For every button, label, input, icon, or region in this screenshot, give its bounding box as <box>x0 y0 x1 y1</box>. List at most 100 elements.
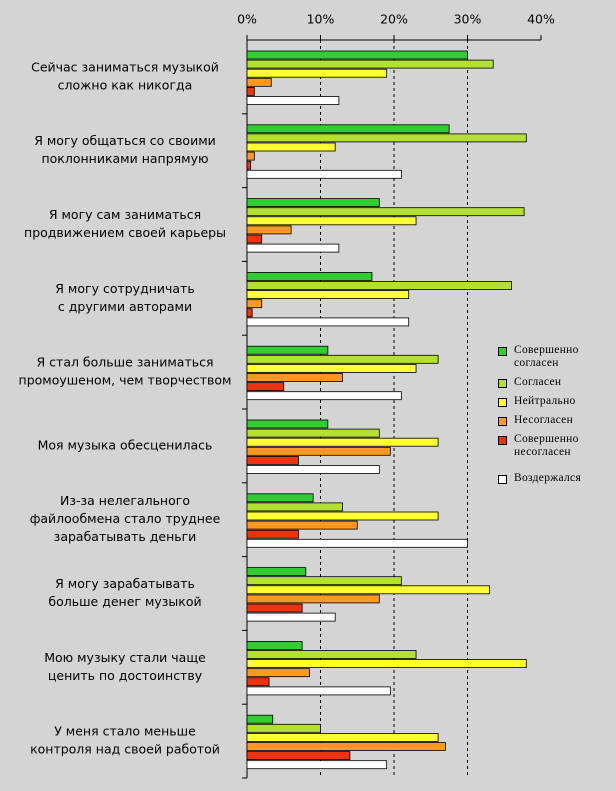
bar <box>246 567 307 576</box>
bar <box>246 714 274 724</box>
bar <box>246 437 439 447</box>
legend-label: Воздержался <box>514 472 582 484</box>
bar <box>246 290 410 300</box>
bar <box>246 733 439 742</box>
category-label: контроля над своей работой <box>30 742 220 757</box>
legend-label: Нейтрально <box>514 395 576 407</box>
bar <box>246 465 380 474</box>
legend-label: Совершенно согласен <box>514 344 579 369</box>
legend-swatch <box>498 347 507 356</box>
bar <box>246 576 402 586</box>
bar <box>246 612 336 622</box>
category-label: У меня стало меньше <box>54 724 196 739</box>
category-label: с другими авторами <box>58 299 192 314</box>
bar <box>246 751 351 760</box>
category-label: промоушеном, чем творчеством <box>19 373 232 388</box>
bar <box>246 520 358 530</box>
bar <box>246 650 417 659</box>
legend-item: Совершенно согласен <box>498 344 608 370</box>
bar <box>246 677 270 687</box>
bar <box>246 59 494 69</box>
x-tick-label: 20% <box>380 12 408 27</box>
category-label: Из-за нелегального <box>60 493 190 508</box>
category-label: Моя музыка обесценилась <box>38 437 213 452</box>
bar <box>246 686 391 696</box>
bar <box>246 207 525 217</box>
bar <box>246 345 329 355</box>
bar <box>246 317 410 327</box>
bar <box>246 234 263 244</box>
legend-item: Несогласен <box>498 414 608 427</box>
legend-swatch <box>498 398 507 407</box>
bar <box>246 493 314 503</box>
bar <box>246 198 380 208</box>
bar <box>246 68 388 78</box>
bar <box>246 760 388 770</box>
bar <box>246 151 255 161</box>
bar <box>246 354 439 364</box>
category-label: сложно как никогда <box>58 77 193 92</box>
x-tick-label: 0% <box>237 12 257 27</box>
bar <box>246 50 468 60</box>
category-label: Сейчас заниматься музыкой <box>31 59 219 74</box>
legend-label: Несогласен <box>514 414 574 426</box>
bar <box>246 160 252 170</box>
category-label: поклонниками напрямую <box>41 151 208 166</box>
bar <box>246 603 303 613</box>
legend-item: Нейтрально <box>498 395 608 408</box>
category-label: Я могу общаться со своими <box>34 133 216 148</box>
bar <box>246 133 527 143</box>
category-label: ценить по достоинству <box>48 668 203 683</box>
bar <box>246 659 527 668</box>
category-label: Я могу зарабатывать <box>55 576 195 591</box>
bar <box>246 96 340 105</box>
bar <box>246 428 380 438</box>
x-tick-label: 10% <box>307 12 335 27</box>
bar <box>246 502 343 512</box>
category-label: файлообмена стало труднее <box>30 511 221 526</box>
bar <box>246 585 490 595</box>
bar <box>246 455 299 465</box>
bar <box>246 723 321 733</box>
bar <box>246 271 373 281</box>
bar <box>246 373 343 382</box>
bar <box>246 742 446 751</box>
bar <box>246 243 340 253</box>
x-tick-label: 40% <box>527 12 555 27</box>
legend-swatch <box>498 379 507 388</box>
bar <box>246 363 417 373</box>
legend-item: Согласен <box>498 376 608 389</box>
category-label: зарабатывать деньги <box>54 529 197 544</box>
legend-label: Согласен <box>514 376 562 388</box>
category-label: Я могу сам заниматься <box>49 207 201 222</box>
bar <box>246 225 292 235</box>
bar <box>246 529 299 539</box>
bar <box>246 216 417 226</box>
bar <box>246 641 303 650</box>
bar <box>246 299 263 309</box>
category-label: больше денег музыкой <box>48 594 201 609</box>
legend-swatch <box>498 436 507 445</box>
category-label: продвижением своей карьеры <box>24 225 226 240</box>
legend-item: Совершенно несогласен <box>498 433 608 459</box>
bar <box>246 87 255 96</box>
legend-label: Совершенно несогласен <box>514 433 579 458</box>
bar <box>246 446 391 456</box>
bar <box>246 77 272 87</box>
category-label: Я стал больше заниматься <box>37 355 214 370</box>
x-tick-label: 30% <box>454 12 482 27</box>
bar <box>246 538 468 548</box>
category-label: Мою музыку стали чаще <box>44 650 206 665</box>
bar <box>246 391 402 401</box>
bar <box>246 281 513 290</box>
legend-swatch <box>498 475 507 484</box>
bar <box>246 419 329 429</box>
bar <box>246 511 439 521</box>
bar <box>246 668 310 678</box>
legend-item: Воздержался <box>498 472 608 485</box>
bar <box>246 308 253 318</box>
legend-swatch <box>498 417 507 426</box>
bar <box>246 124 450 134</box>
